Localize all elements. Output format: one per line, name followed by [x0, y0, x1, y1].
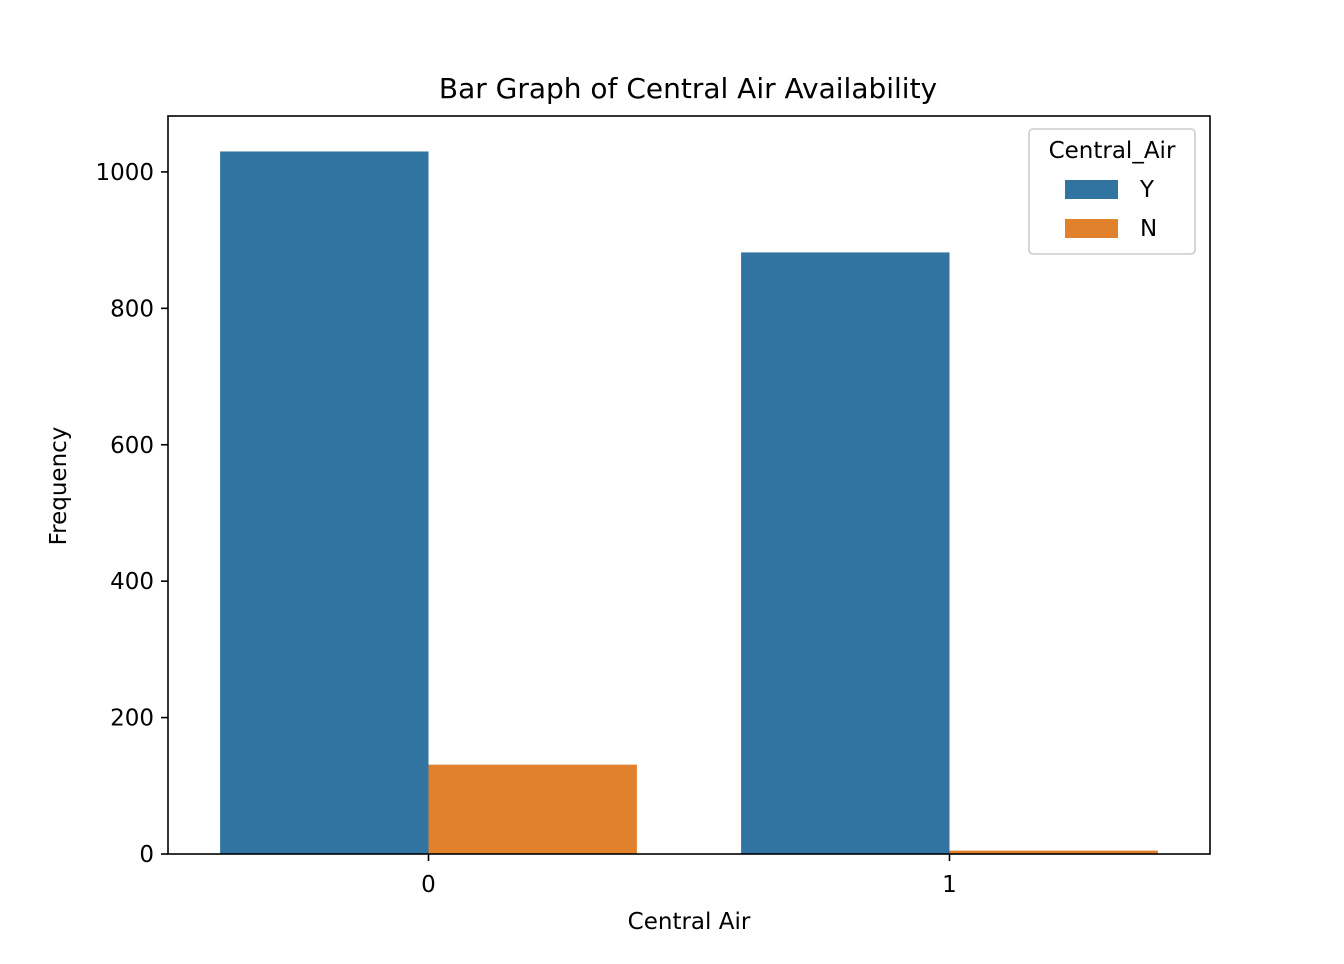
x-tick-label: 0 [421, 872, 436, 898]
y-tick-label: 600 [110, 433, 154, 459]
y-axis-label: Frequency [46, 427, 72, 546]
legend-label-N: N [1140, 216, 1157, 242]
legend-label-Y: Y [1139, 177, 1155, 203]
legend-swatch-N [1065, 219, 1118, 238]
x-tick-label: 1 [942, 872, 957, 898]
bar-N-1 [949, 850, 1158, 854]
plot-frame [167, 115, 1211, 855]
chart-title: Bar Graph of Central Air Availability [439, 72, 937, 105]
bar-Y-1 [741, 252, 950, 854]
y-axis: 0 200 400 600 800 1000 [95, 160, 168, 868]
y-tick-label: 0 [139, 842, 154, 868]
y-tick-label: 400 [110, 569, 154, 595]
legend-title: Central_Air [1049, 138, 1176, 164]
y-tick-label: 1000 [95, 160, 154, 186]
y-tick-label: 800 [110, 296, 154, 322]
legend-swatch-Y [1065, 180, 1118, 199]
bar-N-0 [428, 764, 637, 854]
x-axis-label: Central Air [628, 909, 751, 935]
legend-items: YN [1065, 177, 1157, 242]
y-tick-label: 200 [110, 706, 154, 732]
bars-layer [220, 151, 1158, 854]
legend: Central_Air YN [1028, 128, 1196, 255]
bar-Y-0 [220, 151, 429, 854]
